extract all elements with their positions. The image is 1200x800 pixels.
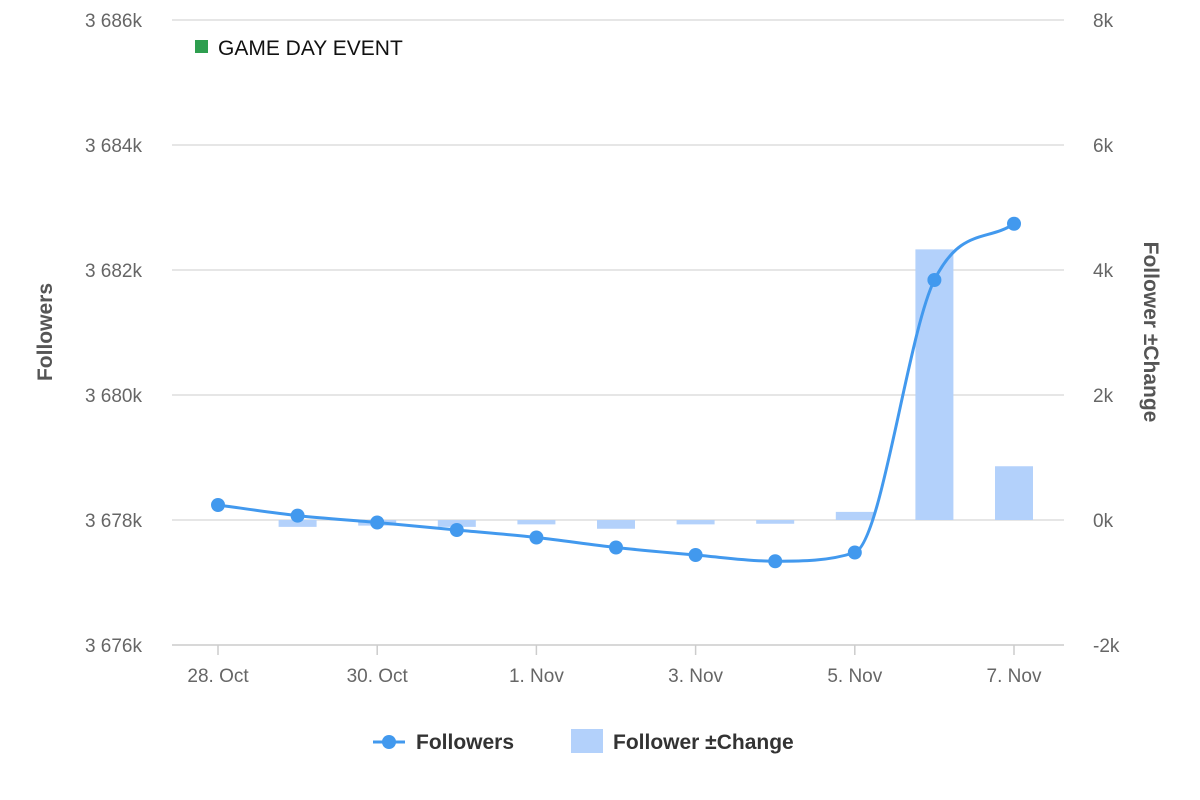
x-axis-tick-label: 3. Nov <box>668 666 723 687</box>
x-axis-tick-label: 7. Nov <box>987 666 1042 687</box>
x-axis-tick-label: 28. Oct <box>187 666 249 687</box>
right-axis-tick-label: 4k <box>1093 261 1114 282</box>
followers-line[interactable] <box>217 222 1015 563</box>
left-axis-tick-label: 3 684k <box>85 136 143 157</box>
followers-legend-label: Followers <box>416 731 514 754</box>
followers-point[interactable] <box>688 548 703 562</box>
change-bars <box>278 249 1033 529</box>
legend-followers[interactable]: Followers <box>373 731 514 754</box>
right-axis-tick-label: -2k <box>1093 636 1120 657</box>
left-axis-title: Followers <box>34 283 57 381</box>
followers-point[interactable] <box>290 508 305 523</box>
right-axis-tick-label: 8k <box>1093 11 1114 32</box>
follower-change-bar[interactable] <box>278 520 317 527</box>
left-axis-tick-label: 3 680k <box>85 386 143 407</box>
followers-point[interactable] <box>768 554 783 569</box>
followers-point[interactable] <box>847 545 862 560</box>
follower-change-bar[interactable] <box>517 520 556 525</box>
follower-change-bar[interactable] <box>676 520 715 525</box>
follower-change-bar[interactable] <box>835 511 874 520</box>
x-axis-tick-label: 1. Nov <box>509 666 564 687</box>
event-legend-swatch <box>195 40 208 53</box>
followers-point[interactable] <box>449 523 464 537</box>
x-axis-tick-label: 30. Oct <box>347 666 409 687</box>
right-axis-tick-label: 2k <box>1093 386 1114 407</box>
follower-change-legend-swatch-icon <box>571 729 603 753</box>
follower-change-bar[interactable] <box>915 249 954 520</box>
followers-point[interactable] <box>370 515 385 530</box>
followers-point[interactable] <box>529 530 544 545</box>
left-axis-tick-label: 3 678k <box>85 511 143 532</box>
follower-change-bar[interactable] <box>756 520 795 524</box>
right-axis-tick-label: 6k <box>1093 136 1114 157</box>
right-axis-ticks: -2k 0k 2k 4k 6k 8k <box>1093 11 1120 657</box>
x-axis-tick-label: 5. Nov <box>827 666 882 687</box>
left-axis-tick-label: 3 686k <box>85 11 143 32</box>
follower-change-bar[interactable] <box>597 520 635 529</box>
left-axis-tick-label: 3 676k <box>85 636 143 657</box>
left-axis-ticks: 3 676k 3 678k 3 680k 3 682k 3 684k 3 686k <box>85 11 143 657</box>
followers-points <box>211 216 1021 569</box>
followers-point[interactable] <box>609 540 623 555</box>
followers-point[interactable] <box>927 273 942 287</box>
followers-point[interactable] <box>1007 216 1021 231</box>
event-legend-label: GAME DAY EVENT <box>218 37 403 60</box>
grid-lines <box>172 19 1064 646</box>
follower-change-bar[interactable] <box>995 466 1033 520</box>
right-axis-title: Follower ±Change <box>1139 242 1162 423</box>
x-axis-ticks: 28. Oct 30. Oct 1. Nov 3. Nov 5. Nov 7. Nov <box>187 645 1042 687</box>
followers-legend-marker-icon <box>382 735 396 749</box>
right-axis-tick-label: 0k <box>1093 511 1114 532</box>
follower-change-legend-label: Follower ±Change <box>613 731 794 754</box>
legend-follower-change[interactable]: Follower ±Change <box>571 729 794 754</box>
followers-line-layer <box>217 222 1015 563</box>
left-axis-tick-label: 3 682k <box>85 261 143 282</box>
followers-point[interactable] <box>211 498 225 512</box>
event-legend[interactable]: GAME DAY EVENT <box>195 37 403 60</box>
